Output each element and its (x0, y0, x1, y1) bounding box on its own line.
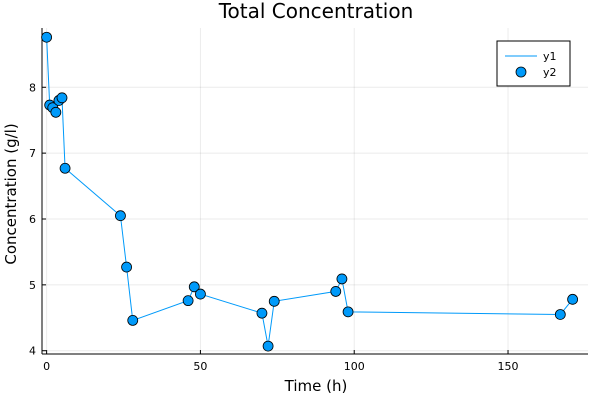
data-point (195, 288, 206, 300)
y-tick-label: 4 (29, 345, 36, 358)
plot-area (41, 31, 579, 352)
y-tick-label: 8 (29, 81, 36, 94)
x-tick-label: 50 (193, 360, 207, 373)
data-point (554, 309, 566, 320)
y-tick-label: 6 (29, 213, 36, 226)
data-point (127, 315, 139, 326)
y-axis-label: Concentration (g/l) (2, 123, 20, 264)
data-point (56, 92, 68, 104)
legend-label: y1 (543, 50, 557, 63)
data-point (268, 295, 280, 307)
data-point (567, 293, 579, 305)
x-tick-label: 0 (43, 360, 50, 373)
x-tick-label: 100 (344, 360, 365, 373)
data-point (50, 106, 62, 118)
axes (41, 28, 588, 355)
x-axis-label: Time (h) (284, 377, 348, 395)
data-point (330, 286, 342, 297)
data-point (41, 31, 53, 43)
y-tick-label: 7 (29, 147, 36, 160)
grid (42, 28, 588, 354)
data-point (256, 307, 268, 319)
data-point (262, 340, 274, 352)
x-tick-label: 150 (498, 360, 519, 373)
data-point (188, 281, 200, 293)
data-point (182, 295, 194, 307)
legend-label: y2 (543, 66, 557, 79)
data-point (115, 210, 126, 222)
data-point (121, 261, 132, 273)
legend-marker-swatch (515, 66, 527, 78)
y-tick-label: 5 (29, 279, 36, 292)
chart-title: Total Concentration (218, 0, 414, 23)
tick-labels: 0 50 100 150 4 5 6 7 8 (29, 81, 519, 373)
data-point (342, 306, 354, 318)
data-point (59, 162, 71, 174)
legend-box (496, 40, 571, 87)
data-point (336, 273, 348, 285)
